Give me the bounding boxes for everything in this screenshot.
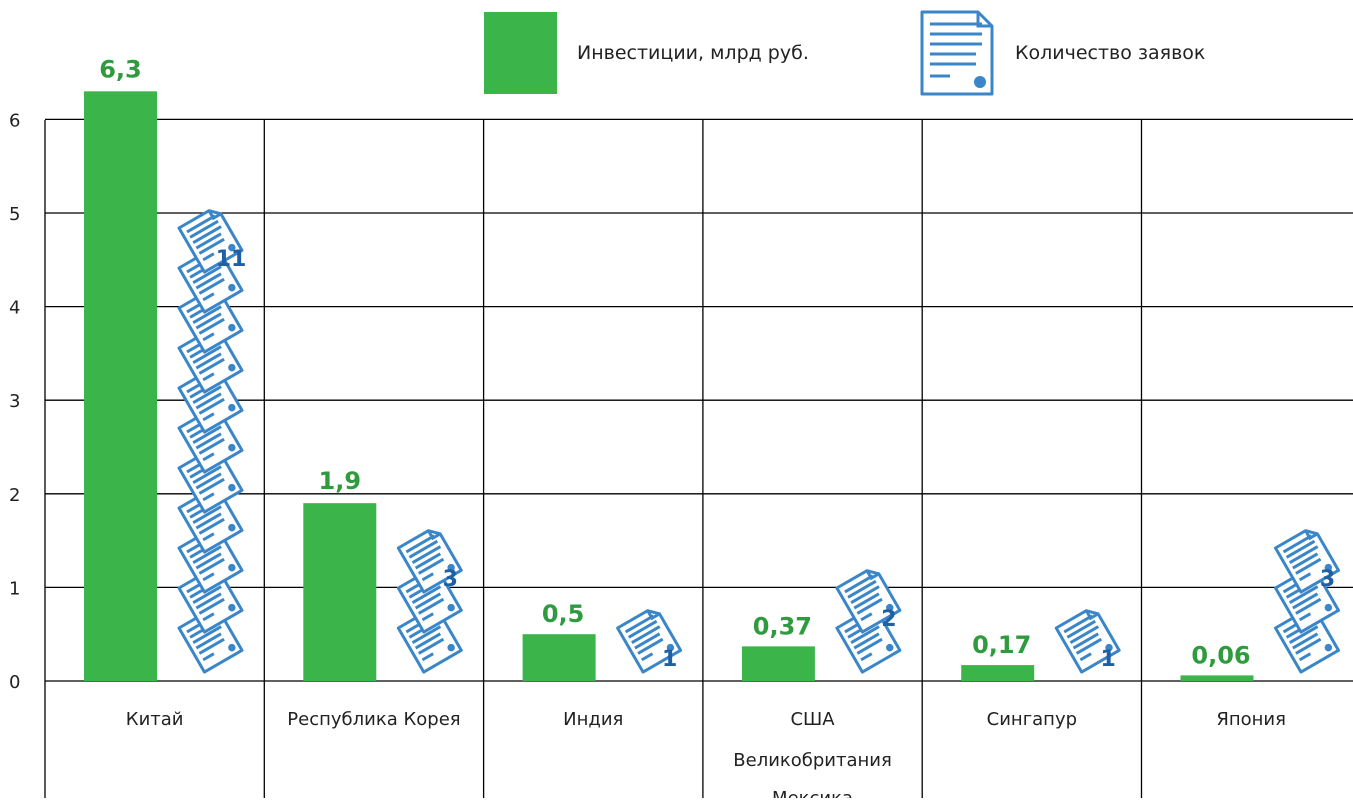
count-label: 11 (216, 247, 247, 272)
document-icon (177, 569, 244, 634)
y-tick-label: 1 (9, 578, 20, 599)
document-icon (920, 10, 994, 96)
legend (484, 12, 557, 94)
document-icon (1054, 609, 1121, 674)
y-tick-label: 4 (9, 298, 20, 319)
bar (741, 646, 815, 681)
category-label: Республика Корея (287, 709, 460, 730)
category-label: Индия (563, 709, 623, 730)
count-label: 1 (662, 647, 677, 672)
y-tick-label: 6 (9, 110, 20, 131)
count-label: 3 (443, 567, 458, 592)
bar-value-label: 0,17 (972, 631, 1031, 659)
category-label: Япония (1216, 709, 1286, 730)
bar (303, 503, 377, 681)
bar-value-label: 6,3 (99, 55, 142, 83)
legend-investments-label: Инвестиции, млрд руб. (577, 42, 809, 64)
count-label: 1 (1101, 647, 1116, 672)
document-icon (177, 209, 244, 274)
bar-value-label: 0,5 (542, 600, 585, 628)
legend-swatch-investments (484, 12, 557, 94)
y-tick-label: 5 (9, 204, 20, 225)
bar-value-label: 1,9 (319, 467, 362, 495)
count-label: 3 (1320, 567, 1335, 592)
document-icon (396, 609, 463, 674)
bar-value-label: 0,06 (1191, 641, 1250, 669)
y-tick-label: 2 (9, 485, 20, 506)
bar (84, 91, 157, 681)
document-icon (1273, 529, 1341, 594)
document-icon (1273, 609, 1341, 674)
y-tick-label: 3 (9, 391, 20, 412)
legend-applications-label: Количество заявок (1015, 42, 1206, 64)
bar (522, 634, 596, 681)
category-label: США (790, 709, 835, 730)
category-label: Китай (126, 709, 184, 730)
y-tick-label: 0 (9, 672, 20, 693)
category-label: Сингапур (987, 709, 1077, 730)
bar-value-label: 0,37 (753, 612, 812, 640)
document-icon (835, 569, 902, 634)
bar (961, 665, 1035, 681)
bar (1180, 675, 1254, 681)
document-icon (396, 529, 463, 594)
category-sublabel: Мексика (772, 788, 853, 798)
count-label: 2 (881, 607, 896, 632)
category-sublabel: Великобритания (733, 750, 892, 771)
document-icon (616, 609, 683, 674)
